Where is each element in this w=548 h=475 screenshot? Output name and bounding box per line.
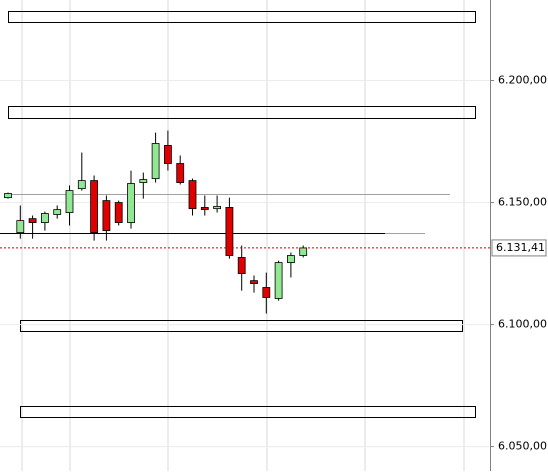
candle-body <box>299 247 308 256</box>
candle-body <box>53 209 62 215</box>
zone-box <box>20 320 463 332</box>
candle-body <box>213 206 222 210</box>
candle-body <box>151 143 160 180</box>
candle-body <box>41 213 49 223</box>
candle-body <box>274 262 283 299</box>
candle-body <box>188 180 197 210</box>
y-tick-label: 6.050,00 <box>498 440 547 453</box>
price-label-box <box>491 239 547 257</box>
zone-box <box>20 406 476 418</box>
price-label: 6.131,41 <box>496 241 545 254</box>
candle-body <box>286 255 295 263</box>
candle-body <box>200 207 209 211</box>
candle-body <box>102 200 111 232</box>
candle-body <box>176 163 185 183</box>
candle-body <box>114 202 123 223</box>
candle-body <box>127 183 135 223</box>
candle-body <box>250 280 258 284</box>
candle-body <box>90 180 98 233</box>
plot: 6.050,00 6.100,00 6.150,00 6.200,00 6.131,41 <box>0 74 547 453</box>
zone-box <box>8 106 476 119</box>
candle-body <box>225 207 234 256</box>
candle-body <box>237 257 246 274</box>
time-grid <box>21 0 465 471</box>
y-tick-label: 6.100,00 <box>498 318 547 331</box>
candle-body <box>65 190 74 213</box>
candle-body <box>77 180 86 190</box>
drawings <box>0 11 476 418</box>
y-tick-label: 6.200,00 <box>498 74 547 87</box>
y-tick-label: 6.150,00 <box>498 196 547 209</box>
zone-box <box>8 11 476 23</box>
candle-body <box>163 145 172 164</box>
candle-body <box>4 193 12 199</box>
candle-body <box>16 220 25 233</box>
candle-body <box>262 287 271 298</box>
candle-body <box>139 179 148 183</box>
candle-body <box>28 218 37 223</box>
